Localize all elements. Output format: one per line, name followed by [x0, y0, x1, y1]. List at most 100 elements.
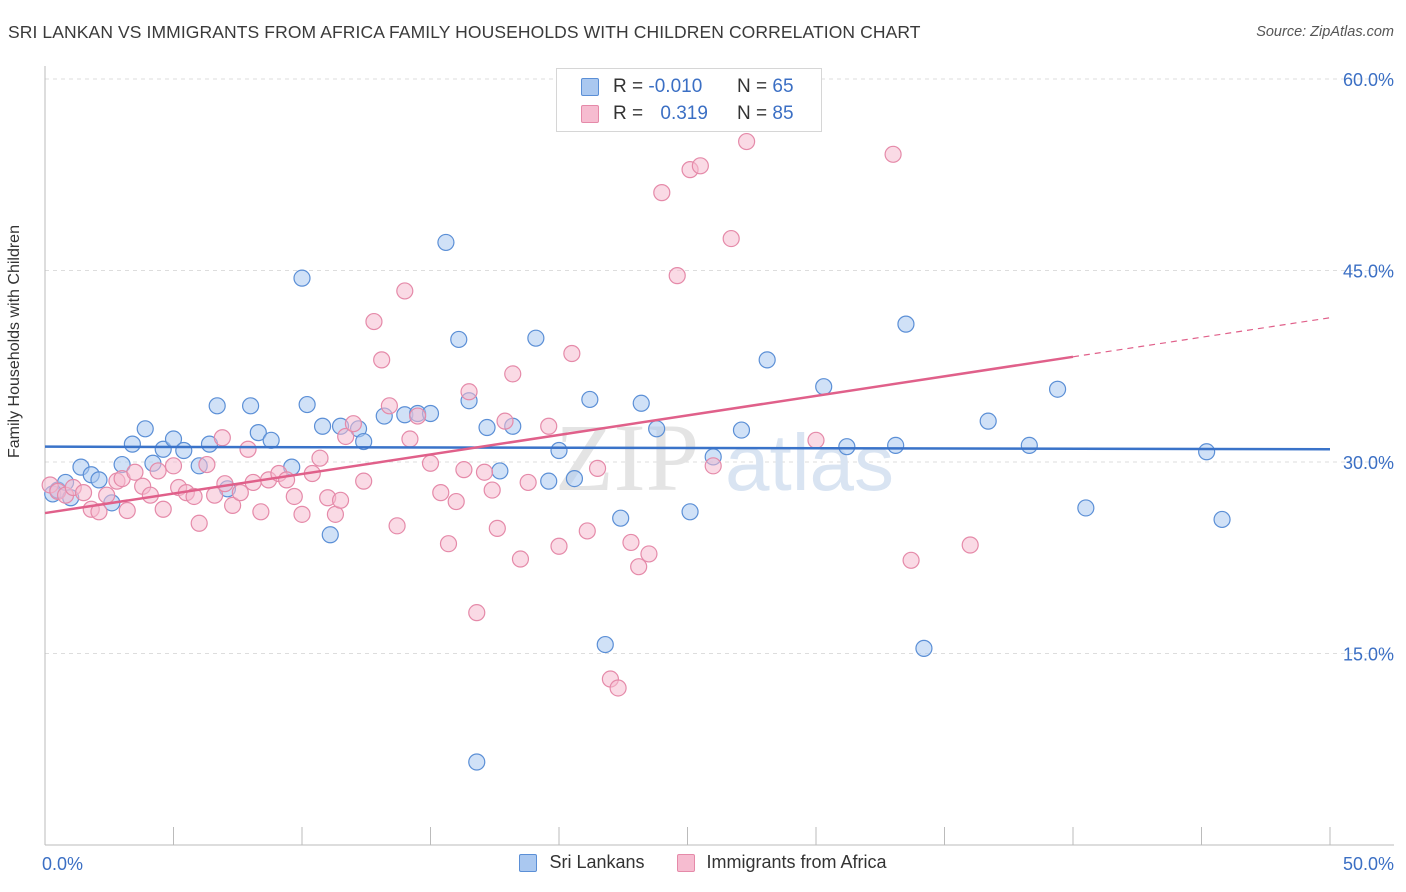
sri-lankan-point — [1213, 510, 1231, 529]
immigrant-africa-point — [563, 344, 581, 363]
sri-lankan-point — [540, 472, 558, 490]
trend-line-solid — [44, 355, 1074, 515]
sri-lankan-point — [887, 436, 905, 455]
legend-n-text: N = 85 — [737, 103, 794, 125]
series-legend-immigrants-africa[interactable]: Immigrants from Africa — [676, 852, 887, 873]
immigrant-africa-point — [213, 429, 231, 447]
sri-lankan-point — [581, 390, 599, 409]
immigrant-africa-point — [252, 503, 270, 521]
immigrant-africa-point — [630, 558, 648, 576]
immigrant-africa-point — [460, 383, 478, 401]
trend-lines — [44, 317, 1331, 515]
legend-swatch-pink — [581, 105, 599, 123]
grid-lines — [45, 78, 1394, 654]
immigrant-africa-point — [722, 229, 740, 248]
sri-lankan-point — [154, 440, 172, 458]
sri-lankan-point — [298, 395, 316, 414]
legend-row-immigrants-africa: R = 0.319 N = 85 — [581, 102, 794, 126]
immigrant-africa-point — [483, 481, 501, 499]
immigrant-africa-point — [468, 604, 486, 622]
immigrant-africa-point — [496, 412, 514, 430]
immigrant-africa-point — [550, 537, 568, 555]
sri-lankan-point — [1048, 380, 1067, 398]
sri-lankan-point — [249, 424, 267, 442]
immigrant-africa-point — [511, 550, 530, 568]
sri-lankan-point — [313, 417, 332, 435]
immigrant-africa-point — [380, 397, 398, 415]
trend-line-solid — [44, 445, 1331, 451]
legend-r-label: R = — [613, 103, 644, 124]
sri-lankan-point — [355, 432, 373, 451]
sri-lankan-point — [527, 329, 545, 347]
immigrant-africa-point — [588, 459, 607, 477]
sri-lankan-point — [208, 397, 226, 415]
immigrant-africa-point — [224, 496, 242, 515]
immigrant-africa-point — [519, 473, 537, 492]
immigrant-africa-point — [118, 501, 136, 520]
immigrant-africa-point — [691, 157, 709, 175]
y-tick-label: 30.0% — [1343, 453, 1394, 473]
sri-lankan-point — [596, 635, 614, 654]
immigrant-africa-point — [373, 351, 391, 369]
immigrant-africa-point — [331, 491, 350, 509]
sri-lankan-point — [758, 351, 776, 369]
y-tick-label: 45.0% — [1343, 262, 1394, 282]
immigrant-africa-point — [504, 365, 522, 383]
series-legend-sri-lankans[interactable]: Sri Lankans — [519, 852, 645, 873]
sri-lankan-point — [321, 526, 339, 544]
immigrant-africa-point — [154, 500, 172, 518]
immigrant-africa-point — [311, 449, 329, 467]
y-tick-label: 15.0% — [1343, 645, 1394, 665]
immigrant-africa-point — [337, 427, 355, 446]
sri-lankan-point — [123, 435, 141, 453]
watermark-atlas: atlas — [725, 418, 894, 507]
chart-title: SRI LANKAN VS IMMIGRANTS FROM AFRICA FAM… — [8, 22, 921, 42]
series-label-sri-lankans: Sri Lankans — [549, 852, 645, 872]
trend-line-dashed — [1072, 317, 1331, 358]
axes — [44, 66, 1394, 846]
legend-swatch-blue — [581, 78, 599, 96]
x-tick-label-max: 50.0% — [1343, 854, 1394, 874]
sri-lankan-point — [915, 639, 933, 657]
sri-lankan-point — [468, 753, 486, 771]
legend-n-label: N = — [737, 76, 768, 97]
immigrant-africa-point — [74, 484, 93, 502]
y-tick-label: 60.0% — [1343, 70, 1394, 90]
immigrant-africa-point — [293, 505, 311, 523]
y-axis-label: Family Households with Children — [6, 225, 23, 458]
immigrant-africa-point — [578, 522, 596, 540]
immigrant-africa-point — [409, 407, 427, 425]
immigrant-africa-point — [653, 184, 671, 202]
immigrant-africa-point — [98, 486, 116, 504]
immigrant-africa-point — [344, 415, 362, 433]
immigrant-africa-point — [704, 457, 722, 475]
sri-lankan-point — [293, 269, 311, 287]
immigrant-africa-point — [439, 535, 458, 553]
sri-lankan-point — [1077, 499, 1095, 517]
immigrant-africa-point — [239, 440, 257, 458]
immigrant-africa-point — [149, 462, 167, 480]
immigrant-africa-point — [884, 145, 902, 163]
immigrant-africa-point — [540, 417, 558, 435]
correlation-legend: R = -0.010 N = 65 R = 0.319 N = 85 — [556, 68, 822, 132]
series-label-immigrants-africa: Immigrants from Africa — [706, 852, 887, 872]
immigrant-africa-point — [961, 536, 979, 554]
legend-r-value: -0.010 — [648, 76, 703, 97]
sri-lankan-point — [612, 509, 630, 527]
immigrant-africa-point — [164, 457, 183, 475]
legend-n-value: 65 — [772, 76, 794, 97]
sri-lankan-point — [550, 441, 568, 460]
sri-lankan-point — [491, 462, 509, 480]
sri-lankan-point — [979, 412, 997, 430]
sri-lankan-point — [648, 420, 666, 438]
immigrant-africa-point — [126, 463, 144, 481]
watermark: ZIP atlas — [555, 404, 894, 511]
sri-lankan-point — [242, 397, 260, 415]
sri-lankan-point — [450, 330, 468, 349]
immigrant-africa-point — [355, 472, 373, 490]
immigrant-africa-point — [488, 519, 506, 537]
immigrant-africa-point — [475, 463, 494, 481]
immigrant-africa-point — [365, 312, 383, 331]
immigrant-africa-point — [668, 267, 686, 285]
sri-lankan-point — [897, 315, 915, 333]
